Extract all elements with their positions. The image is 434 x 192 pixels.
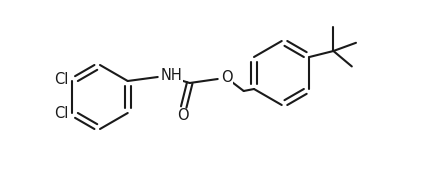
Text: NH: NH (161, 68, 182, 83)
Text: Cl: Cl (54, 73, 68, 88)
Text: O: O (221, 70, 232, 84)
Text: O: O (177, 108, 188, 123)
Text: Cl: Cl (54, 107, 68, 122)
